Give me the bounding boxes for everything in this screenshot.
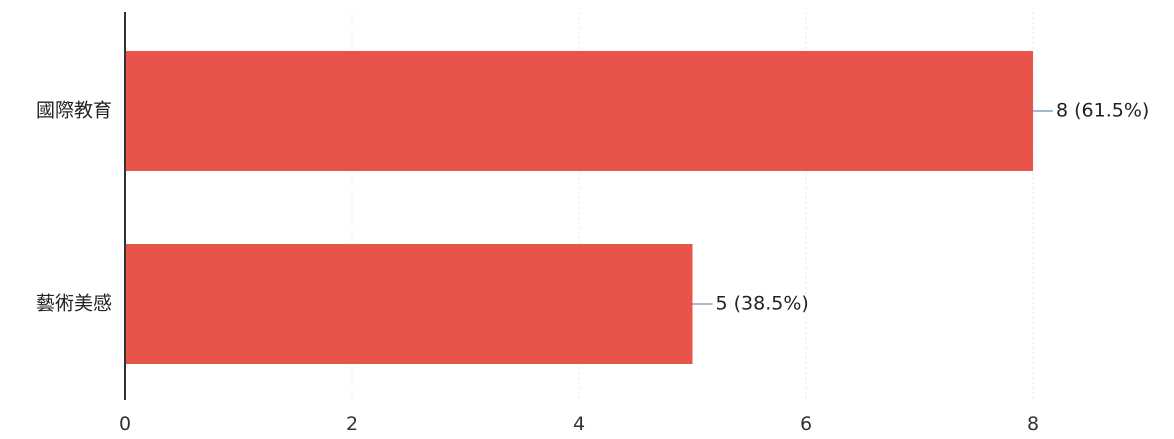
x-tick-label: 2 [346, 413, 358, 435]
category-label: 藝術美感 [36, 293, 112, 315]
bar [126, 244, 693, 364]
data-label: 5 (38.5%) [716, 293, 809, 315]
bars [126, 51, 1033, 364]
x-tick-label: 6 [800, 413, 812, 435]
labels: 國際教育 8 (61.5%) 藝術美感 5 (38.5%) 0 2 4 6 8 [36, 100, 1149, 436]
x-tick-label: 0 [119, 413, 131, 435]
x-tick-label: 4 [573, 413, 585, 435]
data-label: 8 (61.5%) [1056, 100, 1149, 122]
category-label: 國際教育 [36, 100, 112, 122]
x-tick-label: 8 [1027, 413, 1039, 435]
bar [126, 51, 1033, 171]
